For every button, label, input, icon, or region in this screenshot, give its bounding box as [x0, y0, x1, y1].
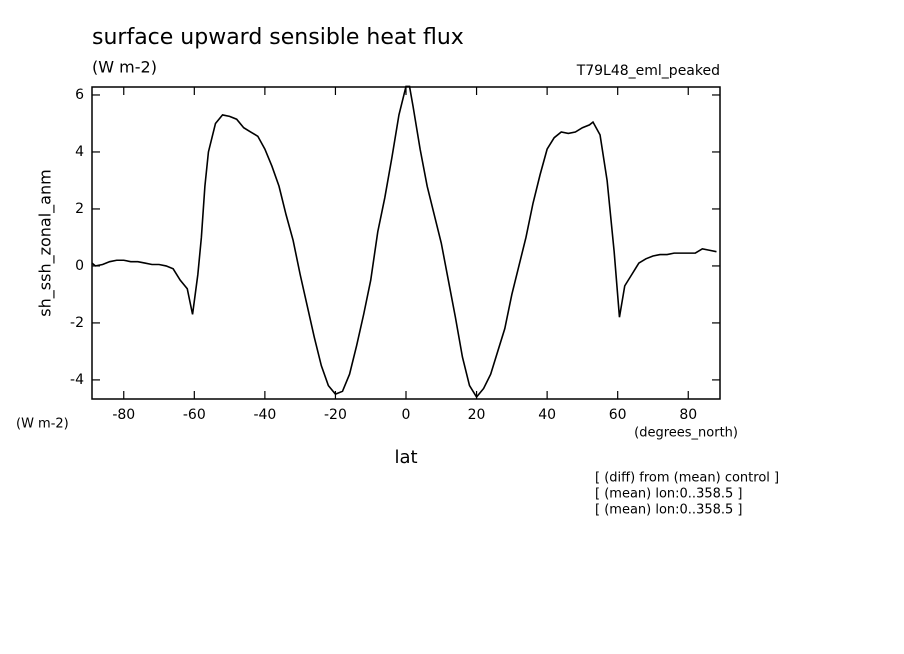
- note: [ (mean) lon:0..358.5 ]: [595, 503, 743, 518]
- x-tick-label: 80: [679, 407, 697, 423]
- x-tick-label: -40: [253, 407, 276, 423]
- x-tick-label: -80: [112, 407, 135, 423]
- y-tick-label: 6: [75, 87, 84, 103]
- y-tick-label: -2: [70, 315, 84, 331]
- x-tick-label: 20: [468, 407, 486, 423]
- subtitle: (W m-2): [92, 58, 157, 77]
- data-line: [91, 85, 717, 399]
- x-tick-label: 60: [609, 407, 627, 423]
- note: [ (mean) lon:0..358.5 ]: [595, 487, 743, 502]
- note: [ (diff) from (mean) control ]: [595, 471, 779, 486]
- x-units: (degrees_north): [634, 426, 738, 441]
- chart-title: surface upward sensible heat flux: [92, 25, 464, 50]
- x-tick-label: 0: [402, 407, 411, 423]
- y-tick-label: 2: [75, 201, 84, 217]
- x-axis-label: lat: [394, 447, 417, 468]
- y-axis-label: sh_ssh_zonal_anm: [36, 169, 56, 316]
- plot-frame: [91, 86, 721, 400]
- x-tick-label: 40: [538, 407, 556, 423]
- y-tick-label: 4: [75, 144, 84, 160]
- x-tick-label: -20: [324, 407, 347, 423]
- x-tick-label: -60: [183, 407, 206, 423]
- run-label: T79L48_eml_peaked: [576, 63, 720, 79]
- y-tick-label: -4: [70, 372, 84, 388]
- y-units: (W m-2): [16, 417, 69, 432]
- y-tick-label: 0: [75, 258, 84, 274]
